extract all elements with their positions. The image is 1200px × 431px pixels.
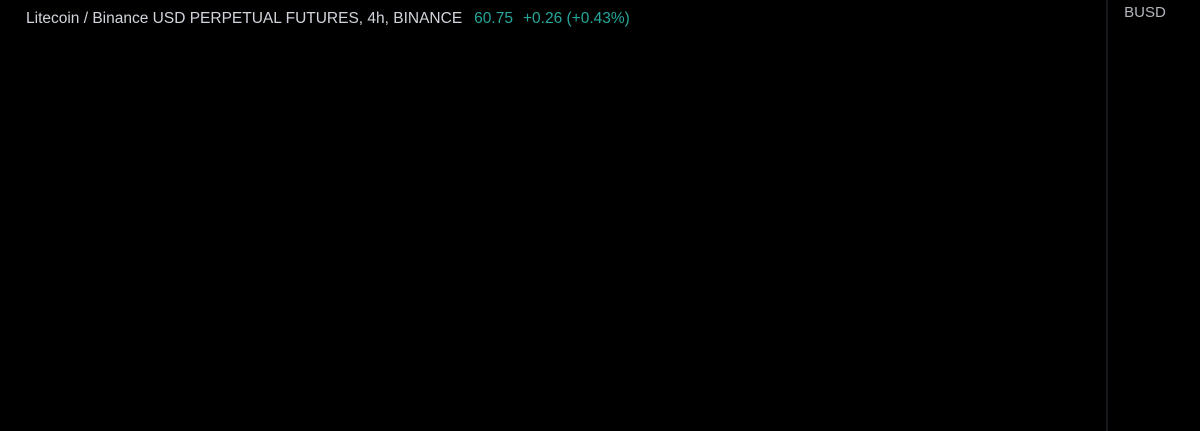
change: +0.26 (+0.43%) xyxy=(523,10,630,27)
last-price: 60.75 xyxy=(474,10,513,27)
header: Litecoin / Binance USD PERPETUAL FUTURES… xyxy=(26,10,630,27)
currency: BUSD xyxy=(1124,4,1166,21)
chart-title: Litecoin / Binance USD PERPETUAL FUTURES… xyxy=(26,10,462,27)
